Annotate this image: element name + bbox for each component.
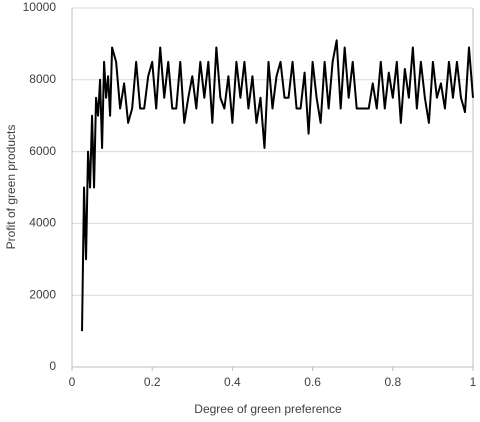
y-tick-label: 10000 — [23, 0, 57, 14]
y-tick-label: 6000 — [29, 144, 56, 158]
y-tick-label: 2000 — [29, 287, 56, 301]
x-tick-label: 0.6 — [304, 375, 321, 389]
x-axis-label: Degree of green preference — [194, 402, 342, 416]
x-tick-label: 0.4 — [224, 375, 241, 389]
y-tick-label: 8000 — [29, 72, 56, 86]
x-tick-label: 0 — [69, 375, 76, 389]
y-tick-label: 0 — [49, 359, 56, 373]
y-axis-label: Profit of green products — [4, 125, 18, 250]
y-tick-label: 4000 — [29, 216, 56, 230]
data-line — [81, 39, 474, 332]
x-tick-label: 0.8 — [384, 375, 401, 389]
x-tick-label: 1 — [470, 375, 477, 389]
x-tick-label: 0.2 — [144, 375, 161, 389]
